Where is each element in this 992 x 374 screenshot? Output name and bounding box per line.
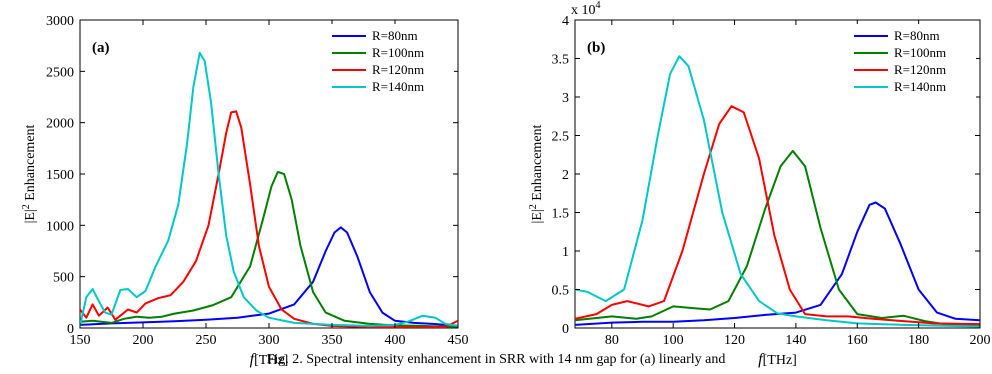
legend-label-4: R=140nm xyxy=(372,79,424,94)
legend-label-1: R=80nm xyxy=(894,28,940,43)
y-tick-label: 2500 xyxy=(46,65,74,80)
x-tick-label: 200 xyxy=(970,333,991,348)
y-tick-label: 1500 xyxy=(46,168,74,183)
y-axis-label-rest: Enhancement xyxy=(530,124,545,204)
panel-label: (a) xyxy=(92,40,110,56)
x-tick-label: 100 xyxy=(663,333,684,348)
x-tick-label: 160 xyxy=(847,333,868,348)
y-tick-label: 2000 xyxy=(46,117,74,132)
y-tick-label: 3.5 xyxy=(552,53,570,68)
y-multiplier-exponent: 4 xyxy=(596,0,601,11)
x-tick-label: 450 xyxy=(448,333,469,348)
y-axis-label: |E|2 Enhancement xyxy=(528,124,545,223)
x-axis-label-symbol: f xyxy=(758,351,765,368)
y-multiplier: x 104 xyxy=(571,0,601,18)
y-axis-label-main: |E| xyxy=(530,209,545,223)
series-line-2 xyxy=(575,149,980,327)
x-tick-label: 120 xyxy=(724,333,745,348)
chart-panel-1: 150 200 250 300 350 400 450 0 500 1000 1500 2000 250… xyxy=(21,14,469,368)
y-tick-label: 0.5 xyxy=(552,284,570,299)
y-tick-label: 3000 xyxy=(46,14,74,29)
y-tick-label: 2.5 xyxy=(552,130,570,145)
y-tick-label: 0 xyxy=(562,322,569,337)
y-tick-label: 0 xyxy=(67,322,74,337)
series-line-1 xyxy=(575,201,980,326)
x-axis-label: f[THz] xyxy=(250,351,289,368)
y-tick-label: 500 xyxy=(53,271,74,286)
series-line-4 xyxy=(575,55,980,328)
x-tick-label: 250 xyxy=(196,333,217,348)
x-tick-label: 300 xyxy=(259,333,280,348)
y-tick-label: 1000 xyxy=(46,219,74,234)
series-line-2 xyxy=(80,170,458,328)
y-tick-label: 1.5 xyxy=(552,207,570,222)
x-tick-label: 200 xyxy=(133,333,154,348)
series-line-3 xyxy=(575,105,980,326)
x-tick-label: 350 xyxy=(322,333,343,348)
y-axis-label: |E|2 Enhancement xyxy=(21,124,38,223)
legend-label-3: R=120nm xyxy=(372,62,424,77)
series-line-4 xyxy=(80,51,458,327)
y-tick-label: 1 xyxy=(562,245,569,260)
legend-label-2: R=100nm xyxy=(894,45,946,60)
legend-label-3: R=120nm xyxy=(894,62,946,77)
y-tick-label: 3 xyxy=(562,91,569,106)
x-tick-label: 140 xyxy=(785,333,806,348)
series-line-1 xyxy=(80,226,458,327)
x-axis-label-unit: [THz] xyxy=(254,353,288,368)
x-axis-label: f[THz] xyxy=(758,351,797,368)
legend-label-2: R=100nm xyxy=(372,45,424,60)
chart-panel-2: 80 100 120 140 160 180 200 0 0.5 1 1.5 2 2.5 3 3.5 4x 1… xyxy=(528,0,991,368)
legend-label-1: R=80nm xyxy=(372,28,418,43)
y-tick-label: 4 xyxy=(562,14,569,29)
x-tick-label: 150 xyxy=(70,333,91,348)
x-axis-label-symbol: f xyxy=(250,351,257,368)
y-axis-label-exponent: 2 xyxy=(21,204,32,209)
panel-label: (b) xyxy=(587,40,605,56)
y-axis-label-rest: Enhancement xyxy=(23,124,38,204)
y-axis-label-exponent: 2 xyxy=(528,204,539,209)
y-tick-label: 2 xyxy=(562,168,569,183)
x-tick-label: 400 xyxy=(385,333,406,348)
y-axis-label-main: |E| xyxy=(23,209,38,223)
x-axis-label-unit: [THz] xyxy=(763,353,797,368)
legend-label-4: R=140nm xyxy=(894,79,946,94)
x-tick-label: 80 xyxy=(605,333,619,348)
figure-caption: Fig. 2. Spectral intensity enhancement i… xyxy=(266,352,726,367)
x-tick-label: 180 xyxy=(908,333,929,348)
